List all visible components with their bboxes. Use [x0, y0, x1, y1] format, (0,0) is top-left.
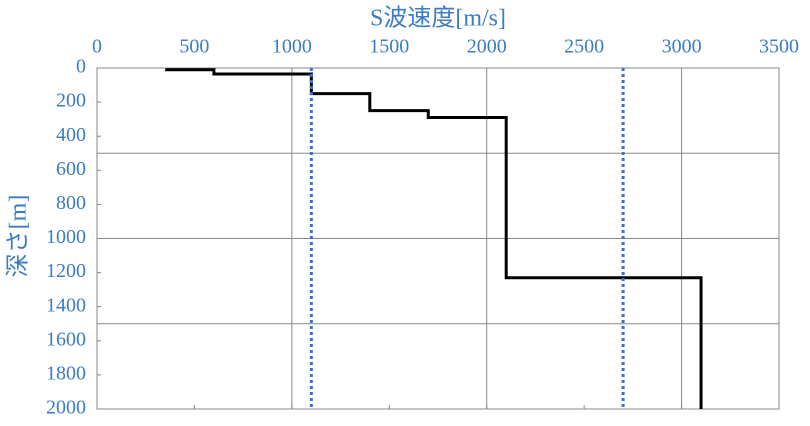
- x-axis-label: S波速度[m/s]: [370, 5, 506, 32]
- y-tick-label: 1000: [46, 226, 86, 248]
- x-tick-label: 1000: [272, 36, 312, 58]
- x-tick-label: 3500: [759, 36, 799, 58]
- x-tick-label: 500: [179, 36, 209, 58]
- series-line: [165, 68, 703, 409]
- y-tick-label: 1200: [46, 260, 86, 282]
- y-axis-label: 深さ[m]: [5, 195, 32, 278]
- x-tick-label: 3000: [662, 36, 702, 58]
- y-tick-label: 800: [56, 192, 86, 214]
- y-tick-label: 1800: [46, 362, 86, 384]
- y-tick-label: 0: [76, 56, 86, 78]
- y-tick-label: 1400: [46, 294, 86, 316]
- x-tick-label: 2000: [467, 36, 507, 58]
- y-tick-label: 1600: [46, 328, 86, 350]
- y-tick-label: 200: [56, 90, 86, 112]
- x-tick-label: 2500: [564, 36, 604, 58]
- y-tick-label: 2000: [46, 397, 86, 419]
- y-tick-label: 600: [56, 158, 86, 180]
- x-tick-label: 0: [92, 36, 102, 58]
- x-tick-label: 1500: [369, 36, 409, 58]
- y-tick-label: 400: [56, 124, 86, 146]
